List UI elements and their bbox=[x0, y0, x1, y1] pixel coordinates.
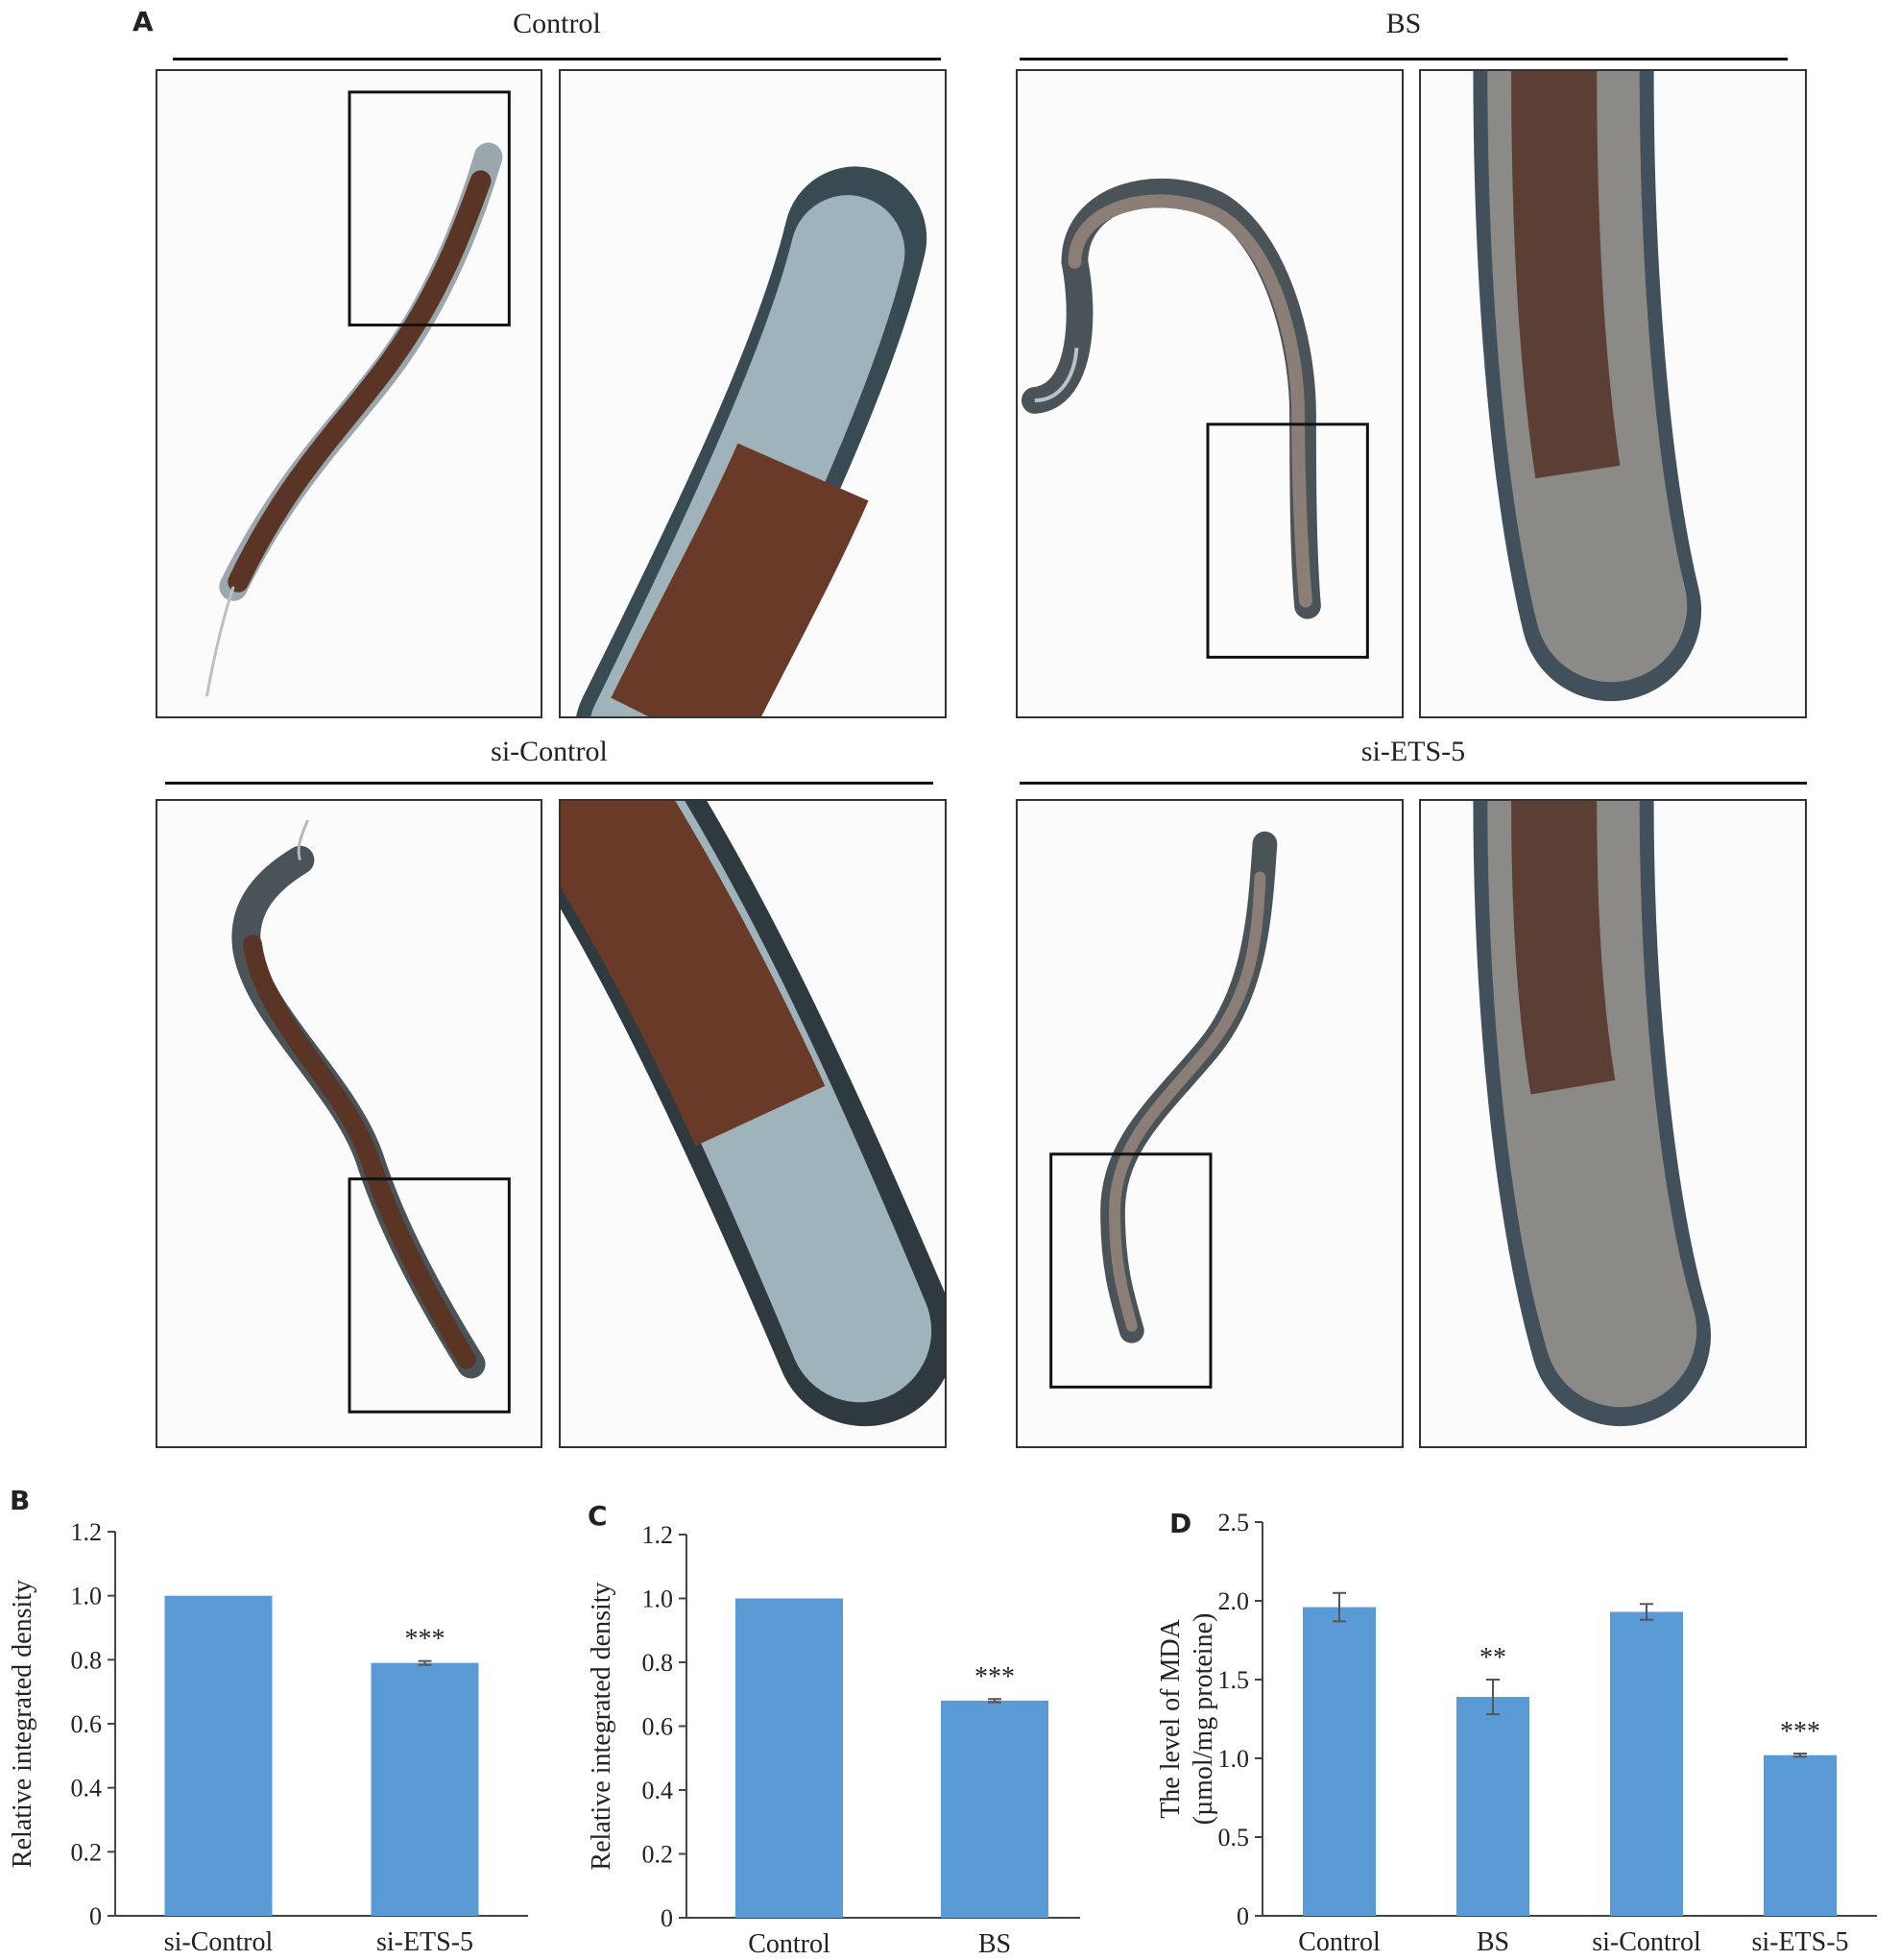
y-tick-label: 0.8 bbox=[71, 1646, 103, 1674]
y-tick-label: 1.5 bbox=[1218, 1666, 1250, 1694]
bar-si-ets-5 bbox=[371, 1662, 479, 1916]
bar-si-ets-5 bbox=[1764, 1754, 1837, 1916]
bar-si-control bbox=[1610, 1611, 1683, 1916]
y-tick-label: 0 bbox=[661, 1904, 673, 1932]
micrograph-si-control-overview bbox=[156, 799, 542, 1448]
bar-control bbox=[735, 1598, 843, 1918]
x-tick-label: BS bbox=[1477, 1927, 1509, 1957]
chart-b: 0 0.2 0.4 0.6 0.8 1.0 1.2 Relative integrated d… bbox=[8, 1518, 528, 1957]
micrograph-bs-overview bbox=[1016, 69, 1404, 718]
y-tick-label: 0.6 bbox=[642, 1713, 674, 1741]
y-tick-label: 0.6 bbox=[71, 1710, 103, 1738]
group-rule-si-ets-5 bbox=[1020, 782, 1807, 785]
x-tick-label: si-ETS-5 bbox=[376, 1927, 473, 1957]
x-tick-label: Control bbox=[748, 1929, 830, 1959]
y-axis-label: The level of MDA bbox=[1156, 1618, 1186, 1818]
bar-bs bbox=[1456, 1697, 1529, 1916]
x-tick-label: si-ETS-5 bbox=[1751, 1927, 1848, 1957]
y-tick-label: 0.5 bbox=[1218, 1824, 1250, 1851]
micrograph-si-control-zoom bbox=[559, 799, 947, 1448]
bar-bs bbox=[941, 1700, 1048, 1918]
significance-label: *** bbox=[405, 1625, 445, 1655]
panel-letter-b: B bbox=[10, 1485, 31, 1516]
y-tick-label: 1.0 bbox=[71, 1583, 103, 1610]
group-rule-bs bbox=[1020, 58, 1788, 60]
group-rule-control bbox=[173, 58, 941, 60]
y-tick-label: 0.4 bbox=[71, 1775, 103, 1803]
group-title-si-ets-5: si-ETS-5 bbox=[1360, 736, 1466, 767]
significance-label: *** bbox=[1780, 1717, 1820, 1747]
group-title-bs: BS bbox=[1385, 8, 1422, 39]
chart-c: 0 0.2 0.4 0.6 0.8 1.0 1.2 Relative integrated d… bbox=[587, 1521, 1080, 1959]
x-tick-label: si-Control bbox=[1592, 1927, 1701, 1957]
y-tick-label: 1.0 bbox=[642, 1585, 674, 1613]
y-tick-label: 0 bbox=[89, 1902, 102, 1930]
bar-control bbox=[1303, 1607, 1376, 1916]
group-rule-si-control bbox=[165, 782, 933, 785]
group-title-si-control: si-Control bbox=[491, 736, 608, 767]
y-tick-label: 1.2 bbox=[642, 1521, 674, 1549]
x-tick-label: si-Control bbox=[164, 1927, 274, 1957]
y-axis-label: Relative integrated density bbox=[8, 1580, 37, 1868]
micrograph-si-ets-5-overview bbox=[1016, 799, 1404, 1448]
y-axis-label: (µmol/mg proteine) bbox=[1189, 1613, 1218, 1826]
panel-letter-c: C bbox=[588, 1500, 608, 1532]
y-axis-label: Relative integrated density bbox=[587, 1582, 616, 1870]
y-tick-label: 2.0 bbox=[1218, 1587, 1250, 1615]
bar-si-control bbox=[164, 1595, 273, 1916]
y-tick-label: 0.2 bbox=[642, 1841, 674, 1869]
y-tick-label: 1.2 bbox=[71, 1518, 103, 1546]
y-tick-label: 0.2 bbox=[71, 1838, 103, 1866]
chart-d: 0 0.5 1.0 1.5 2.0 2.5 The level of MDA (µmol/mg… bbox=[1156, 1509, 1877, 1957]
micrograph-bs-zoom bbox=[1419, 69, 1807, 718]
panel-letter-a: A bbox=[132, 6, 154, 37]
micrograph-control-zoom bbox=[559, 69, 947, 718]
x-tick-label: BS bbox=[978, 1929, 1011, 1959]
significance-label: ** bbox=[1479, 1643, 1506, 1673]
micrograph-control-overview bbox=[156, 69, 542, 718]
panel-letter-d: D bbox=[1169, 1508, 1192, 1539]
y-tick-label: 1.0 bbox=[1218, 1745, 1250, 1773]
x-tick-label: Control bbox=[1298, 1927, 1381, 1957]
group-title-control: Control bbox=[513, 8, 601, 39]
y-tick-label: 0.4 bbox=[642, 1777, 674, 1804]
y-tick-label: 0 bbox=[1237, 1902, 1249, 1930]
significance-label: *** bbox=[974, 1662, 1015, 1692]
y-tick-label: 0.8 bbox=[642, 1649, 674, 1677]
y-tick-label: 2.5 bbox=[1218, 1509, 1250, 1537]
micrograph-si-ets-5-zoom bbox=[1419, 799, 1807, 1448]
